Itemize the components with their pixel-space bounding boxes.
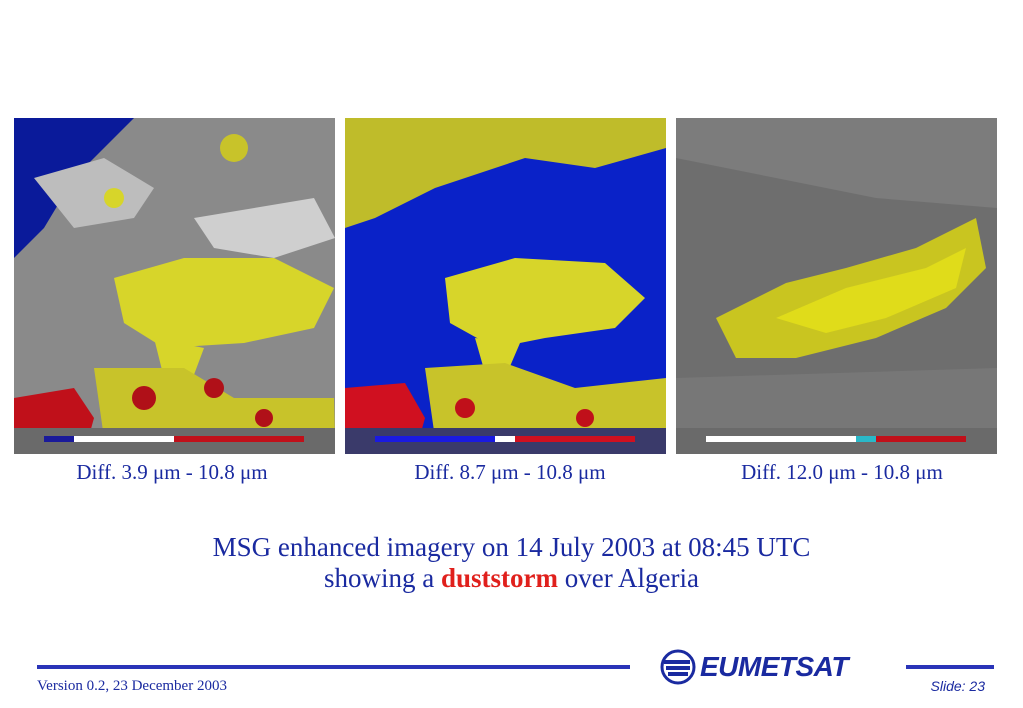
headline-line2: showing a duststorm over Algeria <box>0 563 1023 594</box>
eumetsat-globe-icon <box>660 649 696 685</box>
footer-rule-left <box>37 665 630 669</box>
satellite-image-ir120-graphic <box>676 118 997 454</box>
caption-ir87: Diff. 8.7 μm - 10.8 μm <box>414 460 606 484</box>
headline-line2-before: showing a <box>324 563 442 593</box>
satellite-image-ir87-graphic <box>345 118 666 454</box>
headline-line1: MSG enhanced imagery on 14 July 2003 at … <box>212 532 811 562</box>
satellite-image-ir120 <box>676 118 997 454</box>
eumetsat-logo: EUMETSAT <box>658 649 870 687</box>
caption-ir39: Diff. 3.9 μm - 10.8 μm <box>76 460 268 484</box>
satellite-image-ir39-graphic <box>14 118 335 454</box>
caption-ir120: Diff. 12.0 μm - 10.8 μm <box>741 460 943 484</box>
footer-rule-right <box>906 665 994 669</box>
headline: MSG enhanced imagery on 14 July 2003 at … <box>0 532 1023 594</box>
headline-line2-after: over Algeria <box>558 563 699 593</box>
satellite-image-ir39 <box>14 118 335 454</box>
headline-highlight: duststorm <box>441 563 559 593</box>
satellite-image-ir87 <box>345 118 666 454</box>
version-label: Version 0.2, 23 December 2003 <box>37 678 227 694</box>
slide-number: Slide: 23 <box>930 678 985 694</box>
logo-text: EUMETSAT <box>700 651 848 682</box>
